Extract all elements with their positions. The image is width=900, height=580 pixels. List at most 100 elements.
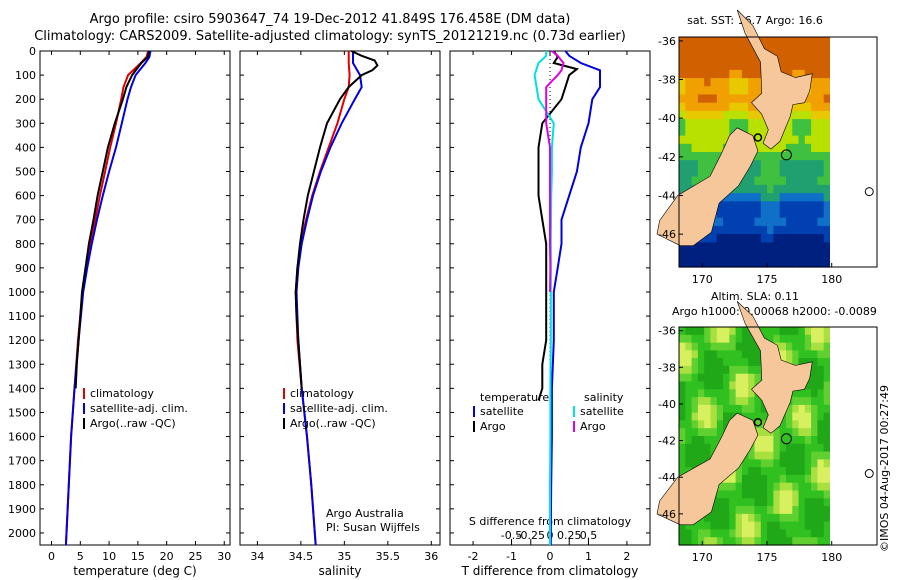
map-field-cell [704, 61, 712, 71]
map-field-cell [760, 258, 768, 268]
map-field-cell [754, 451, 762, 460]
map-field-cell [704, 443, 712, 453]
map-field-cell [679, 94, 686, 104]
map-field-cell [691, 436, 699, 445]
map-y-tick-label: -46 [658, 228, 676, 241]
map-field-cell [697, 365, 705, 375]
map-field-cell [697, 110, 705, 120]
map-field-cell [729, 365, 737, 375]
map-field-cell [798, 334, 806, 344]
map-field-cell [716, 86, 724, 96]
map-field-cell [773, 467, 781, 476]
map-field-cell [804, 389, 812, 398]
map-field-cell [748, 160, 756, 169]
map-field-cell [691, 45, 699, 54]
map-field-cell [811, 397, 818, 406]
map-field-cell [729, 404, 737, 414]
map-field-cell [811, 513, 818, 523]
map-field-cell [767, 258, 774, 268]
map-field-cell [691, 152, 699, 161]
map-field-cell [723, 193, 730, 202]
map-field-cell [798, 342, 806, 351]
map-field-cell [773, 217, 781, 227]
map-field-cell [804, 217, 812, 227]
north-island-land [736, 9, 813, 150]
map-field-cell [748, 334, 756, 344]
map-field-cell [804, 53, 812, 63]
map-field-cell [685, 119, 693, 128]
map-field-cell [691, 242, 699, 252]
map-field-cell [823, 474, 831, 484]
map-field-cell [685, 358, 693, 367]
map-field-cell [754, 110, 762, 120]
map-field-cell [823, 110, 831, 120]
map-field-cell [779, 61, 787, 71]
map-field-cell [817, 209, 825, 219]
legend-label: satellite-adj. clim. [290, 402, 388, 415]
map-field-cell [729, 482, 737, 492]
map-field-cell [754, 119, 762, 128]
map-field-cell [748, 467, 756, 476]
map-field-cell [823, 193, 831, 202]
map-field-cell [691, 258, 699, 268]
map-field-cell [760, 482, 768, 492]
map-field-cell [817, 389, 825, 398]
map-field-cell [792, 342, 800, 351]
map-field-cell [779, 334, 787, 344]
map-field-cell [779, 436, 787, 445]
map-field-cell [792, 350, 800, 359]
map-field-cell [697, 152, 705, 161]
south-island-land [656, 127, 759, 246]
map-field-cell [697, 373, 705, 383]
y-tick-label: 200 [15, 93, 36, 106]
y-tick-label: 500 [15, 165, 36, 178]
map-y-tick-label: -36 [658, 325, 676, 338]
map-field-cell [716, 373, 724, 383]
map-field-cell [716, 135, 724, 145]
map-field-cell [767, 490, 774, 499]
map-field-cell [697, 451, 705, 460]
map-field-cell [679, 250, 686, 260]
map-field-cell [716, 53, 724, 63]
map-field-cell [779, 459, 787, 468]
y-tick-label: 900 [15, 262, 36, 275]
map-field-cell [779, 209, 787, 219]
map-field-cell [804, 225, 812, 235]
map-field-cell [691, 250, 699, 260]
series-line-satellite-adj-clim- [295, 51, 363, 546]
map-field-cell [786, 420, 793, 429]
map-field-cell [697, 102, 705, 112]
map-field-cell [735, 521, 743, 530]
map-field-cell [811, 37, 818, 46]
legend-label: Argo [580, 420, 606, 433]
map-field-cell [792, 225, 800, 235]
map-field-cell [704, 234, 712, 243]
map-field-cell [748, 521, 756, 530]
series-line-satellite [549, 50, 601, 545]
map-field-cell [729, 342, 737, 351]
map-field-cell [811, 334, 818, 344]
map-y-tick-label: -36 [658, 35, 676, 48]
map-field-cell [697, 350, 705, 359]
map-field-cell [767, 45, 774, 54]
map-field-cell [792, 184, 800, 194]
map-field-cell [723, 420, 730, 429]
map-field-cell [679, 365, 686, 375]
map-field-cell [811, 521, 818, 530]
legend-label: Argo(..raw -QC) [90, 417, 176, 430]
north-island-land [736, 301, 813, 434]
map-field-cell [767, 193, 774, 202]
map-field-cell [697, 45, 705, 54]
map-field-cell [823, 69, 831, 79]
map-field-cell [760, 225, 768, 235]
x-tick-label: -1 [506, 550, 517, 563]
map-field-cell [685, 94, 693, 104]
x-tick-label: 25 [188, 550, 202, 563]
map-field-cell [741, 513, 749, 523]
map-field-cell [735, 201, 743, 211]
map-field-cell [767, 482, 774, 492]
map-field-cell [798, 168, 806, 178]
map-field-cell [729, 373, 737, 383]
map-field-cell [716, 513, 724, 523]
map-field-cell [779, 258, 787, 268]
